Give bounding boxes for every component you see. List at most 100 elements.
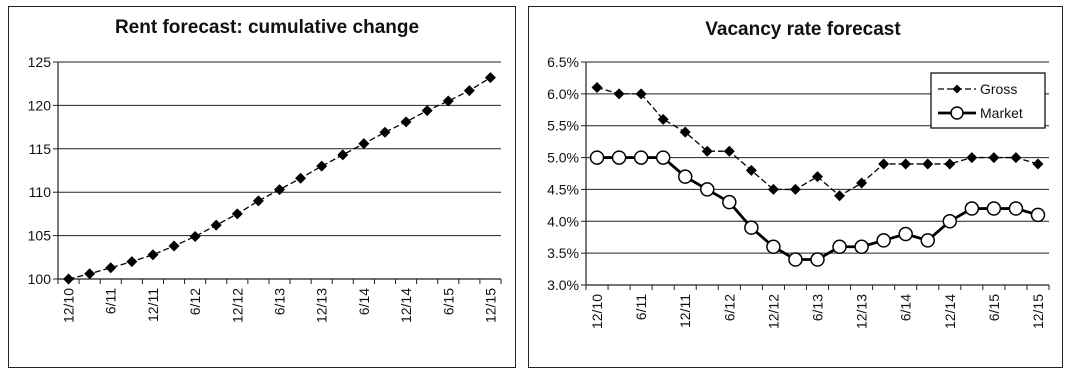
data-point bbox=[274, 184, 285, 196]
x-tick-label: 6/14 bbox=[898, 294, 914, 321]
data-point bbox=[789, 183, 801, 195]
data-point bbox=[986, 201, 1002, 216]
data-point bbox=[898, 226, 913, 242]
x-tick-label: 12/12 bbox=[229, 288, 245, 323]
data-point bbox=[788, 252, 803, 267]
y-tick-label: 3.0% bbox=[547, 277, 579, 293]
x-tick-label: 6/11 bbox=[103, 288, 119, 314]
data-point bbox=[168, 240, 180, 252]
y-tick-label: 115 bbox=[29, 141, 52, 157]
x-tick-label: 12/15 bbox=[1030, 294, 1046, 329]
data-point bbox=[723, 145, 735, 157]
legend-label-market: Market bbox=[980, 105, 1023, 121]
data-point bbox=[252, 195, 264, 207]
data-point bbox=[591, 81, 603, 93]
data-point bbox=[231, 208, 243, 220]
data-point bbox=[295, 172, 307, 184]
data-point bbox=[463, 85, 475, 97]
x-tick-label: 6/14 bbox=[356, 288, 372, 315]
data-point bbox=[966, 152, 978, 164]
legend-box bbox=[930, 72, 1046, 129]
data-point bbox=[988, 152, 1000, 164]
y-tick-label: 5.0% bbox=[547, 150, 579, 166]
x-tick-label: 12/10 bbox=[61, 288, 77, 323]
x-tick-label: 6/12 bbox=[721, 294, 737, 321]
data-point bbox=[878, 158, 890, 170]
legend-label-gross: Gross bbox=[980, 81, 1017, 97]
x-tick-label: 12/13 bbox=[314, 288, 330, 323]
data-point bbox=[900, 158, 912, 170]
x-tick-label: 6/15 bbox=[986, 294, 1002, 321]
data-point bbox=[1032, 158, 1044, 170]
data-point bbox=[633, 150, 649, 165]
x-tick-label: 12/11 bbox=[677, 294, 693, 328]
y-tick-label: 3.5% bbox=[547, 245, 579, 261]
data-point bbox=[316, 160, 328, 172]
data-point bbox=[701, 145, 713, 157]
y-tick-label: 4.0% bbox=[547, 213, 579, 229]
data-point bbox=[942, 214, 958, 229]
data-point bbox=[655, 150, 671, 165]
data-point bbox=[920, 233, 935, 248]
x-tick-label: 12/10 bbox=[589, 294, 605, 329]
data-point bbox=[744, 220, 759, 235]
data-point bbox=[766, 239, 781, 255]
x-tick-label: 12/15 bbox=[482, 288, 498, 323]
x-tick-label: 6/12 bbox=[187, 288, 203, 315]
data-point bbox=[613, 88, 625, 100]
data-point bbox=[810, 252, 825, 267]
y-tick-label: 6.5% bbox=[547, 54, 579, 70]
data-point bbox=[856, 177, 868, 189]
vacancy-rate-chart-panel: Vacancy rate forecast 3.0% 3.5% 4.0% 4.5% 5.0… bbox=[528, 6, 1063, 368]
data-point bbox=[700, 182, 715, 197]
data-point bbox=[657, 113, 669, 125]
data-point bbox=[677, 169, 693, 184]
y-tick-label: 100 bbox=[28, 271, 52, 287]
legend-entry-gross: Gross bbox=[938, 81, 1017, 97]
y-tick-label: 105 bbox=[28, 228, 52, 244]
x-tick-label: 12/14 bbox=[398, 288, 414, 323]
data-point bbox=[189, 230, 201, 242]
x-tick-label: 6/13 bbox=[272, 288, 288, 315]
data-point bbox=[1030, 207, 1046, 223]
chart-title: Rent forecast: cumulative change bbox=[115, 17, 419, 38]
data-point bbox=[210, 219, 222, 231]
data-point bbox=[722, 194, 737, 210]
data-point bbox=[337, 149, 349, 161]
x-tick-label: 12/14 bbox=[942, 294, 958, 329]
data-point bbox=[745, 164, 757, 176]
legend-marker-gross bbox=[952, 84, 962, 94]
chart-legend: Gross Market bbox=[930, 72, 1046, 129]
y-tick-label: 120 bbox=[28, 97, 52, 113]
data-point bbox=[400, 116, 412, 128]
x-tick-label: 12/11 bbox=[145, 288, 161, 322]
data-point bbox=[679, 126, 691, 138]
data-point bbox=[832, 239, 847, 255]
data-point bbox=[126, 256, 138, 268]
data-point bbox=[834, 190, 846, 202]
y-tick-label: 125 bbox=[28, 54, 52, 70]
rent-forecast-chart: Rent forecast: cumulative change 100 105 11… bbox=[28, 17, 502, 323]
chart-title: Vacancy rate forecast bbox=[705, 19, 901, 40]
data-point bbox=[589, 150, 605, 165]
data-point bbox=[84, 268, 96, 280]
y-tick-label: 110 bbox=[29, 184, 52, 200]
data-point bbox=[421, 105, 433, 117]
legend-entry-market: Market bbox=[938, 105, 1023, 121]
data-point bbox=[876, 233, 891, 248]
data-point bbox=[812, 171, 823, 183]
data-point bbox=[854, 239, 869, 255]
x-tick-label: 6/11 bbox=[633, 294, 649, 320]
x-tick-label: 6/15 bbox=[440, 288, 456, 315]
data-point bbox=[1008, 201, 1024, 216]
x-tick-label: 6/13 bbox=[810, 294, 826, 321]
vacancy-rate-chart: Vacancy rate forecast 3.0% 3.5% 4.0% 4.5% 5.0… bbox=[547, 19, 1050, 329]
data-point bbox=[922, 158, 934, 170]
legend-marker-market bbox=[950, 106, 964, 120]
data-point bbox=[944, 158, 956, 170]
data-point bbox=[379, 126, 391, 138]
y-tick-label: 5.5% bbox=[547, 118, 579, 134]
data-point bbox=[484, 72, 496, 84]
data-point bbox=[63, 273, 75, 285]
data-point bbox=[442, 95, 454, 107]
